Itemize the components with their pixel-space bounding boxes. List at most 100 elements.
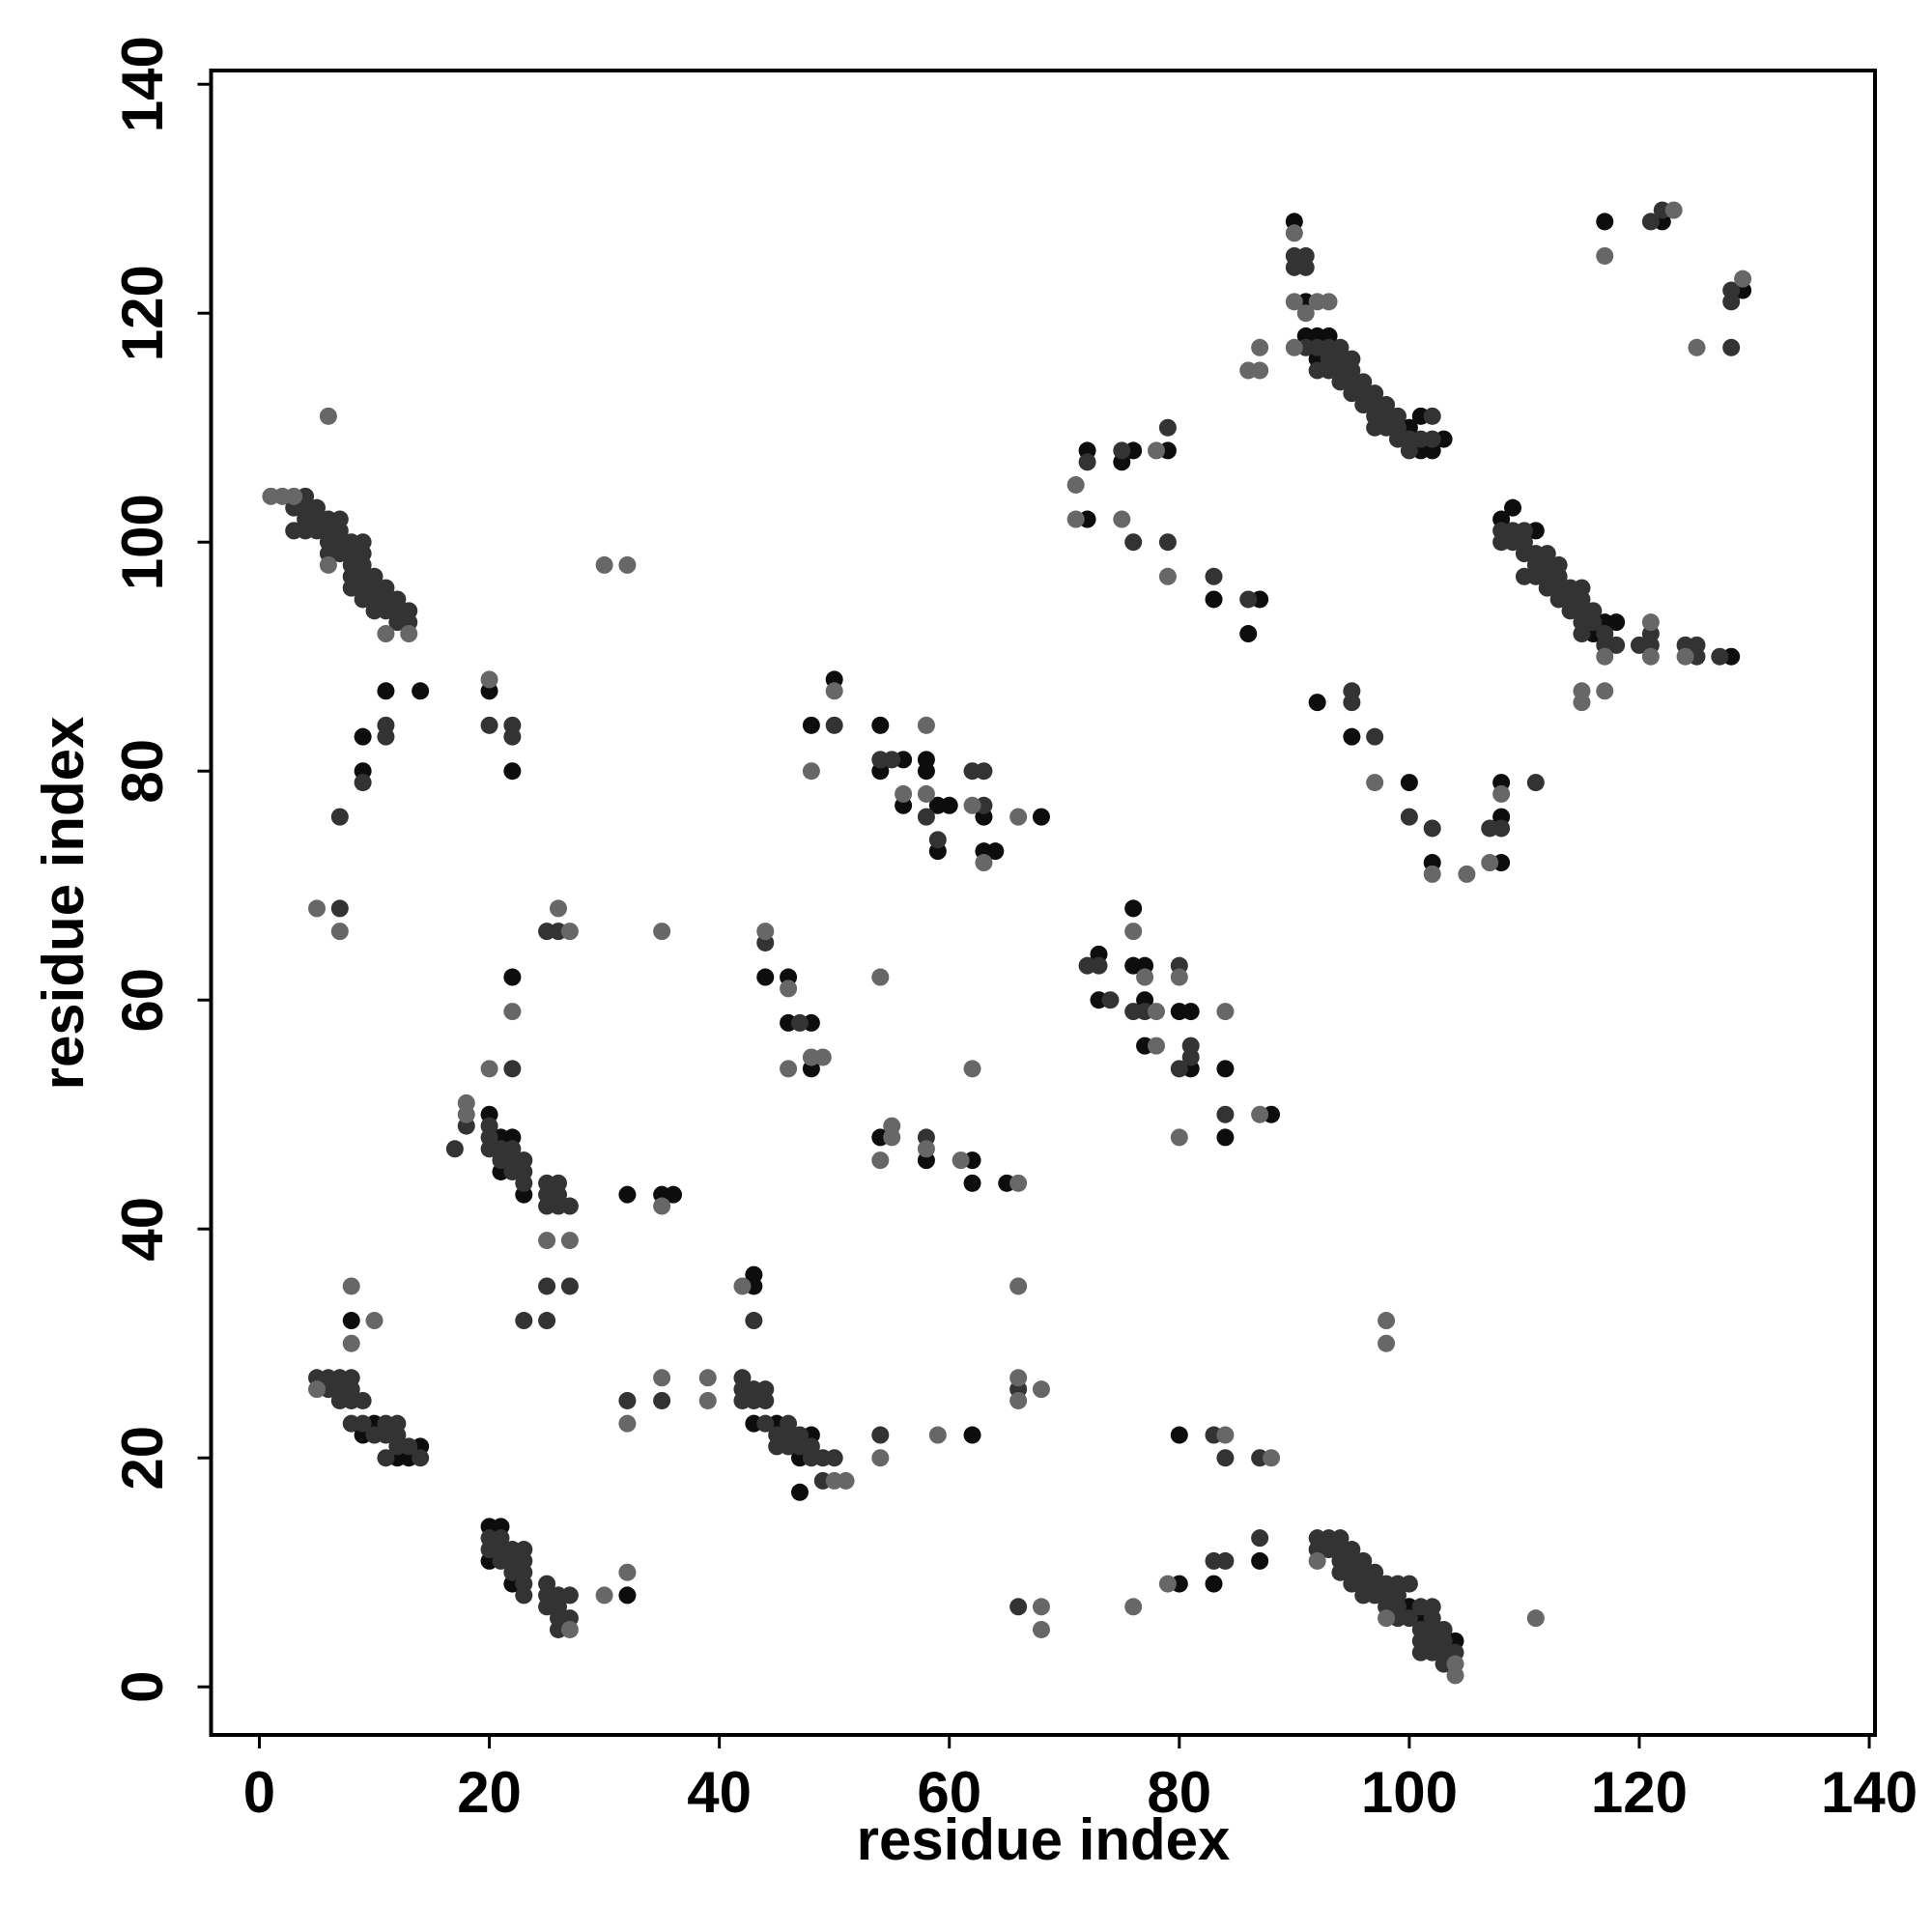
contact-point bbox=[1009, 808, 1028, 826]
contact-point bbox=[1090, 956, 1108, 975]
contact-point bbox=[538, 1277, 556, 1295]
contact-point bbox=[1446, 1666, 1464, 1685]
contact-point bbox=[377, 625, 395, 643]
contact-point bbox=[1124, 1598, 1143, 1616]
y-tick-label: 140 bbox=[110, 36, 175, 132]
contact-point bbox=[377, 1449, 395, 1467]
contact-point bbox=[342, 1334, 360, 1352]
y-tick-label: 80 bbox=[110, 739, 175, 804]
contact-point bbox=[1641, 647, 1660, 666]
contact-point bbox=[503, 727, 522, 746]
contact-point bbox=[1216, 1003, 1235, 1021]
contact-point bbox=[1181, 1048, 1200, 1066]
x-tick-label: 60 bbox=[917, 1760, 981, 1825]
contact-point bbox=[342, 1277, 360, 1295]
contact-point bbox=[837, 1471, 855, 1490]
contact-point bbox=[1251, 1105, 1269, 1123]
contact-point bbox=[319, 555, 337, 574]
contact-point bbox=[515, 1312, 533, 1330]
contact-point bbox=[1216, 1426, 1235, 1444]
contact-point bbox=[515, 1586, 533, 1605]
contact-point bbox=[1216, 1060, 1235, 1078]
contact-point bbox=[1124, 1003, 1143, 1021]
contact-point bbox=[1032, 1380, 1050, 1399]
contact-point bbox=[871, 1449, 890, 1467]
contact-point bbox=[595, 555, 613, 574]
contact-point bbox=[377, 682, 395, 700]
contact-point bbox=[1296, 304, 1315, 323]
contact-point bbox=[1216, 1128, 1235, 1147]
contact-point bbox=[1066, 475, 1085, 494]
x-tick-label: 100 bbox=[1361, 1760, 1458, 1825]
contact-point bbox=[963, 796, 981, 814]
contact-point bbox=[1688, 338, 1706, 356]
contact-point bbox=[1066, 510, 1085, 528]
contact-point bbox=[377, 727, 395, 746]
contact-point bbox=[330, 923, 349, 941]
x-tick-label: 140 bbox=[1821, 1760, 1918, 1825]
contact-point bbox=[1423, 865, 1441, 883]
contact-point bbox=[698, 1369, 717, 1387]
contact-point bbox=[665, 1185, 683, 1204]
contact-point bbox=[1722, 293, 1741, 311]
contact-point bbox=[1526, 1609, 1545, 1628]
y-axis-label: residue index bbox=[31, 717, 96, 1091]
contact-point bbox=[1526, 774, 1545, 792]
y-tick-label: 20 bbox=[110, 1426, 175, 1491]
contact-point bbox=[618, 1185, 637, 1204]
x-axis-label: residue index bbox=[857, 1807, 1231, 1872]
contact-point bbox=[1734, 270, 1752, 288]
contact-point bbox=[1170, 1060, 1188, 1078]
contact-point bbox=[1136, 968, 1154, 986]
contact-point bbox=[503, 762, 522, 781]
contact-point bbox=[1251, 338, 1269, 356]
contact-point bbox=[1676, 647, 1694, 666]
contact-point bbox=[285, 487, 303, 505]
contact-point bbox=[308, 899, 327, 918]
contact-point bbox=[825, 716, 843, 734]
contact-point bbox=[756, 968, 775, 986]
contact-point bbox=[790, 1013, 809, 1032]
contact-point bbox=[917, 784, 935, 803]
contact-point bbox=[1504, 498, 1522, 517]
contact-point bbox=[963, 1174, 981, 1192]
contact-point bbox=[1296, 258, 1315, 276]
contact-point bbox=[1400, 774, 1418, 792]
contact-point bbox=[1124, 899, 1143, 918]
contact-point bbox=[457, 1105, 475, 1123]
contact-point bbox=[1124, 533, 1143, 552]
contact-point bbox=[653, 1391, 671, 1409]
contact-point bbox=[1573, 625, 1591, 643]
contact-point bbox=[560, 1277, 579, 1295]
contact-point bbox=[1343, 727, 1361, 746]
contact-point bbox=[1251, 361, 1269, 380]
contact-point bbox=[1158, 418, 1177, 437]
contact-point bbox=[917, 716, 935, 734]
plot-frame bbox=[209, 69, 1877, 1737]
contact-point bbox=[825, 1449, 843, 1467]
contact-point bbox=[354, 774, 372, 792]
contact-point bbox=[560, 1232, 579, 1250]
contact-point bbox=[1492, 819, 1511, 838]
contact-point bbox=[952, 1151, 970, 1170]
contact-point bbox=[917, 762, 935, 781]
contact-point bbox=[1170, 1426, 1188, 1444]
contact-point bbox=[1492, 784, 1511, 803]
contact-point bbox=[1170, 1128, 1188, 1147]
contact-point bbox=[1078, 453, 1096, 471]
contact-point bbox=[986, 842, 1005, 861]
x-tick-label: 80 bbox=[1147, 1760, 1211, 1825]
contact-point bbox=[1009, 1369, 1028, 1387]
contact-point bbox=[917, 1140, 935, 1158]
contact-point bbox=[940, 796, 958, 814]
contact-point bbox=[745, 1312, 763, 1330]
contact-point bbox=[503, 1060, 522, 1078]
contact-point bbox=[1596, 647, 1614, 666]
contact-point bbox=[538, 1312, 556, 1330]
contact-point bbox=[1607, 636, 1626, 654]
y-tick-label: 0 bbox=[110, 1671, 175, 1703]
contact-point bbox=[780, 1060, 798, 1078]
contact-point bbox=[1216, 1449, 1235, 1467]
contact-point bbox=[560, 1620, 579, 1638]
